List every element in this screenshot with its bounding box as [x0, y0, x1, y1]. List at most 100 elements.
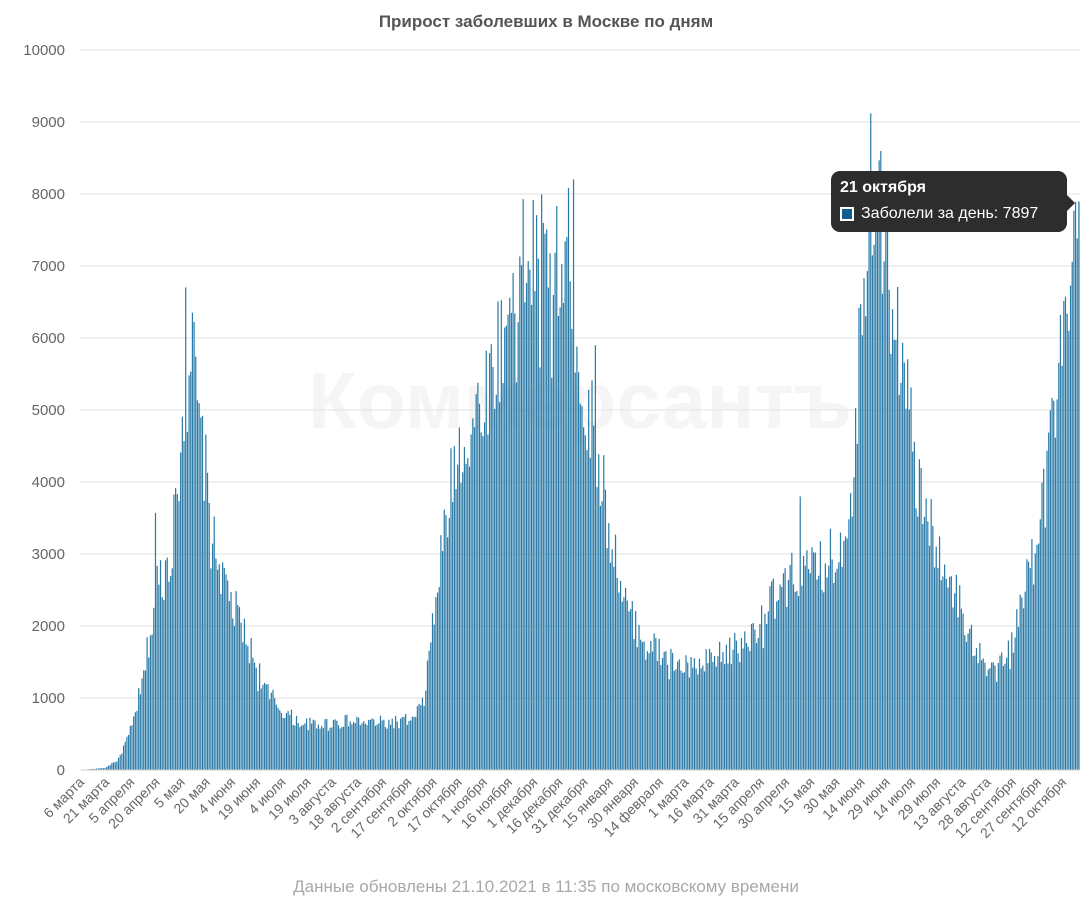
bar [492, 366, 494, 770]
bar [361, 723, 363, 770]
bar [1002, 666, 1004, 770]
bar [502, 382, 504, 770]
bar [114, 762, 116, 770]
bar [203, 500, 205, 770]
bar [240, 622, 242, 770]
bar [831, 559, 833, 770]
bar [690, 656, 692, 770]
bar [257, 691, 259, 770]
bar [767, 611, 769, 770]
bar [232, 618, 234, 770]
bar [141, 678, 143, 770]
bar [635, 611, 637, 770]
bar [566, 237, 568, 771]
bar [975, 648, 978, 770]
bar [544, 233, 546, 770]
bar [601, 501, 603, 770]
bar [339, 728, 341, 770]
bar [158, 584, 160, 770]
bar [519, 256, 521, 770]
bar [252, 657, 254, 770]
bar [264, 682, 266, 770]
bar [383, 719, 385, 770]
bar [406, 724, 408, 770]
bar [846, 538, 848, 770]
bar [1049, 410, 1051, 770]
bar [905, 408, 907, 770]
bar [373, 719, 375, 770]
bar [499, 402, 501, 770]
bar [754, 629, 756, 770]
bar [912, 451, 914, 770]
bar [191, 312, 194, 770]
bar [730, 664, 732, 770]
bar [707, 663, 709, 770]
bar [198, 403, 200, 770]
bar [613, 566, 615, 770]
bar [159, 560, 162, 770]
bar [364, 723, 366, 770]
bar [903, 362, 905, 770]
bar [930, 499, 932, 770]
bar [156, 565, 158, 770]
bar [119, 754, 121, 770]
bar [626, 600, 628, 770]
y-tick-label: 7000 [32, 258, 65, 275]
bar [643, 641, 645, 770]
bar [149, 635, 152, 770]
bar [913, 441, 915, 770]
bar [363, 721, 365, 770]
bar [505, 325, 507, 770]
bar [722, 652, 724, 770]
bar [292, 725, 294, 770]
bar [896, 286, 899, 770]
bar [908, 409, 910, 770]
bar [732, 649, 734, 770]
bar [695, 668, 697, 770]
bar [309, 717, 311, 770]
bar [210, 568, 212, 770]
bar [536, 215, 538, 770]
bar [1078, 201, 1080, 771]
bar [530, 304, 533, 770]
bar [460, 482, 462, 770]
bar [495, 394, 497, 770]
bar [1063, 300, 1065, 770]
bar [826, 577, 828, 770]
bar [331, 727, 333, 770]
bar [420, 705, 422, 770]
bar [759, 624, 761, 770]
bar [235, 591, 237, 770]
bar [353, 722, 355, 770]
bar [771, 581, 773, 770]
bar [163, 599, 165, 770]
bar [1038, 543, 1040, 770]
y-tick-label: 2000 [32, 618, 65, 635]
bar [900, 382, 902, 770]
bar [97, 768, 99, 770]
bar [957, 617, 959, 770]
bar [1068, 330, 1070, 770]
bar [477, 382, 479, 770]
bar [598, 454, 600, 770]
bar [656, 660, 659, 770]
bar [952, 607, 954, 770]
bar [881, 293, 884, 770]
bar [227, 580, 229, 770]
bar [354, 723, 356, 770]
bar [176, 494, 178, 770]
bar [386, 728, 388, 770]
bar [1059, 314, 1062, 770]
bar [445, 515, 447, 770]
bar [117, 757, 120, 770]
bar [1017, 626, 1020, 770]
bar [739, 662, 741, 770]
bar [215, 558, 217, 770]
bar [608, 523, 610, 770]
bar [1046, 450, 1048, 770]
bar [702, 665, 704, 770]
bar [910, 387, 912, 770]
bar [218, 564, 220, 770]
bar [937, 568, 939, 770]
tooltip-series-swatch [840, 207, 854, 221]
